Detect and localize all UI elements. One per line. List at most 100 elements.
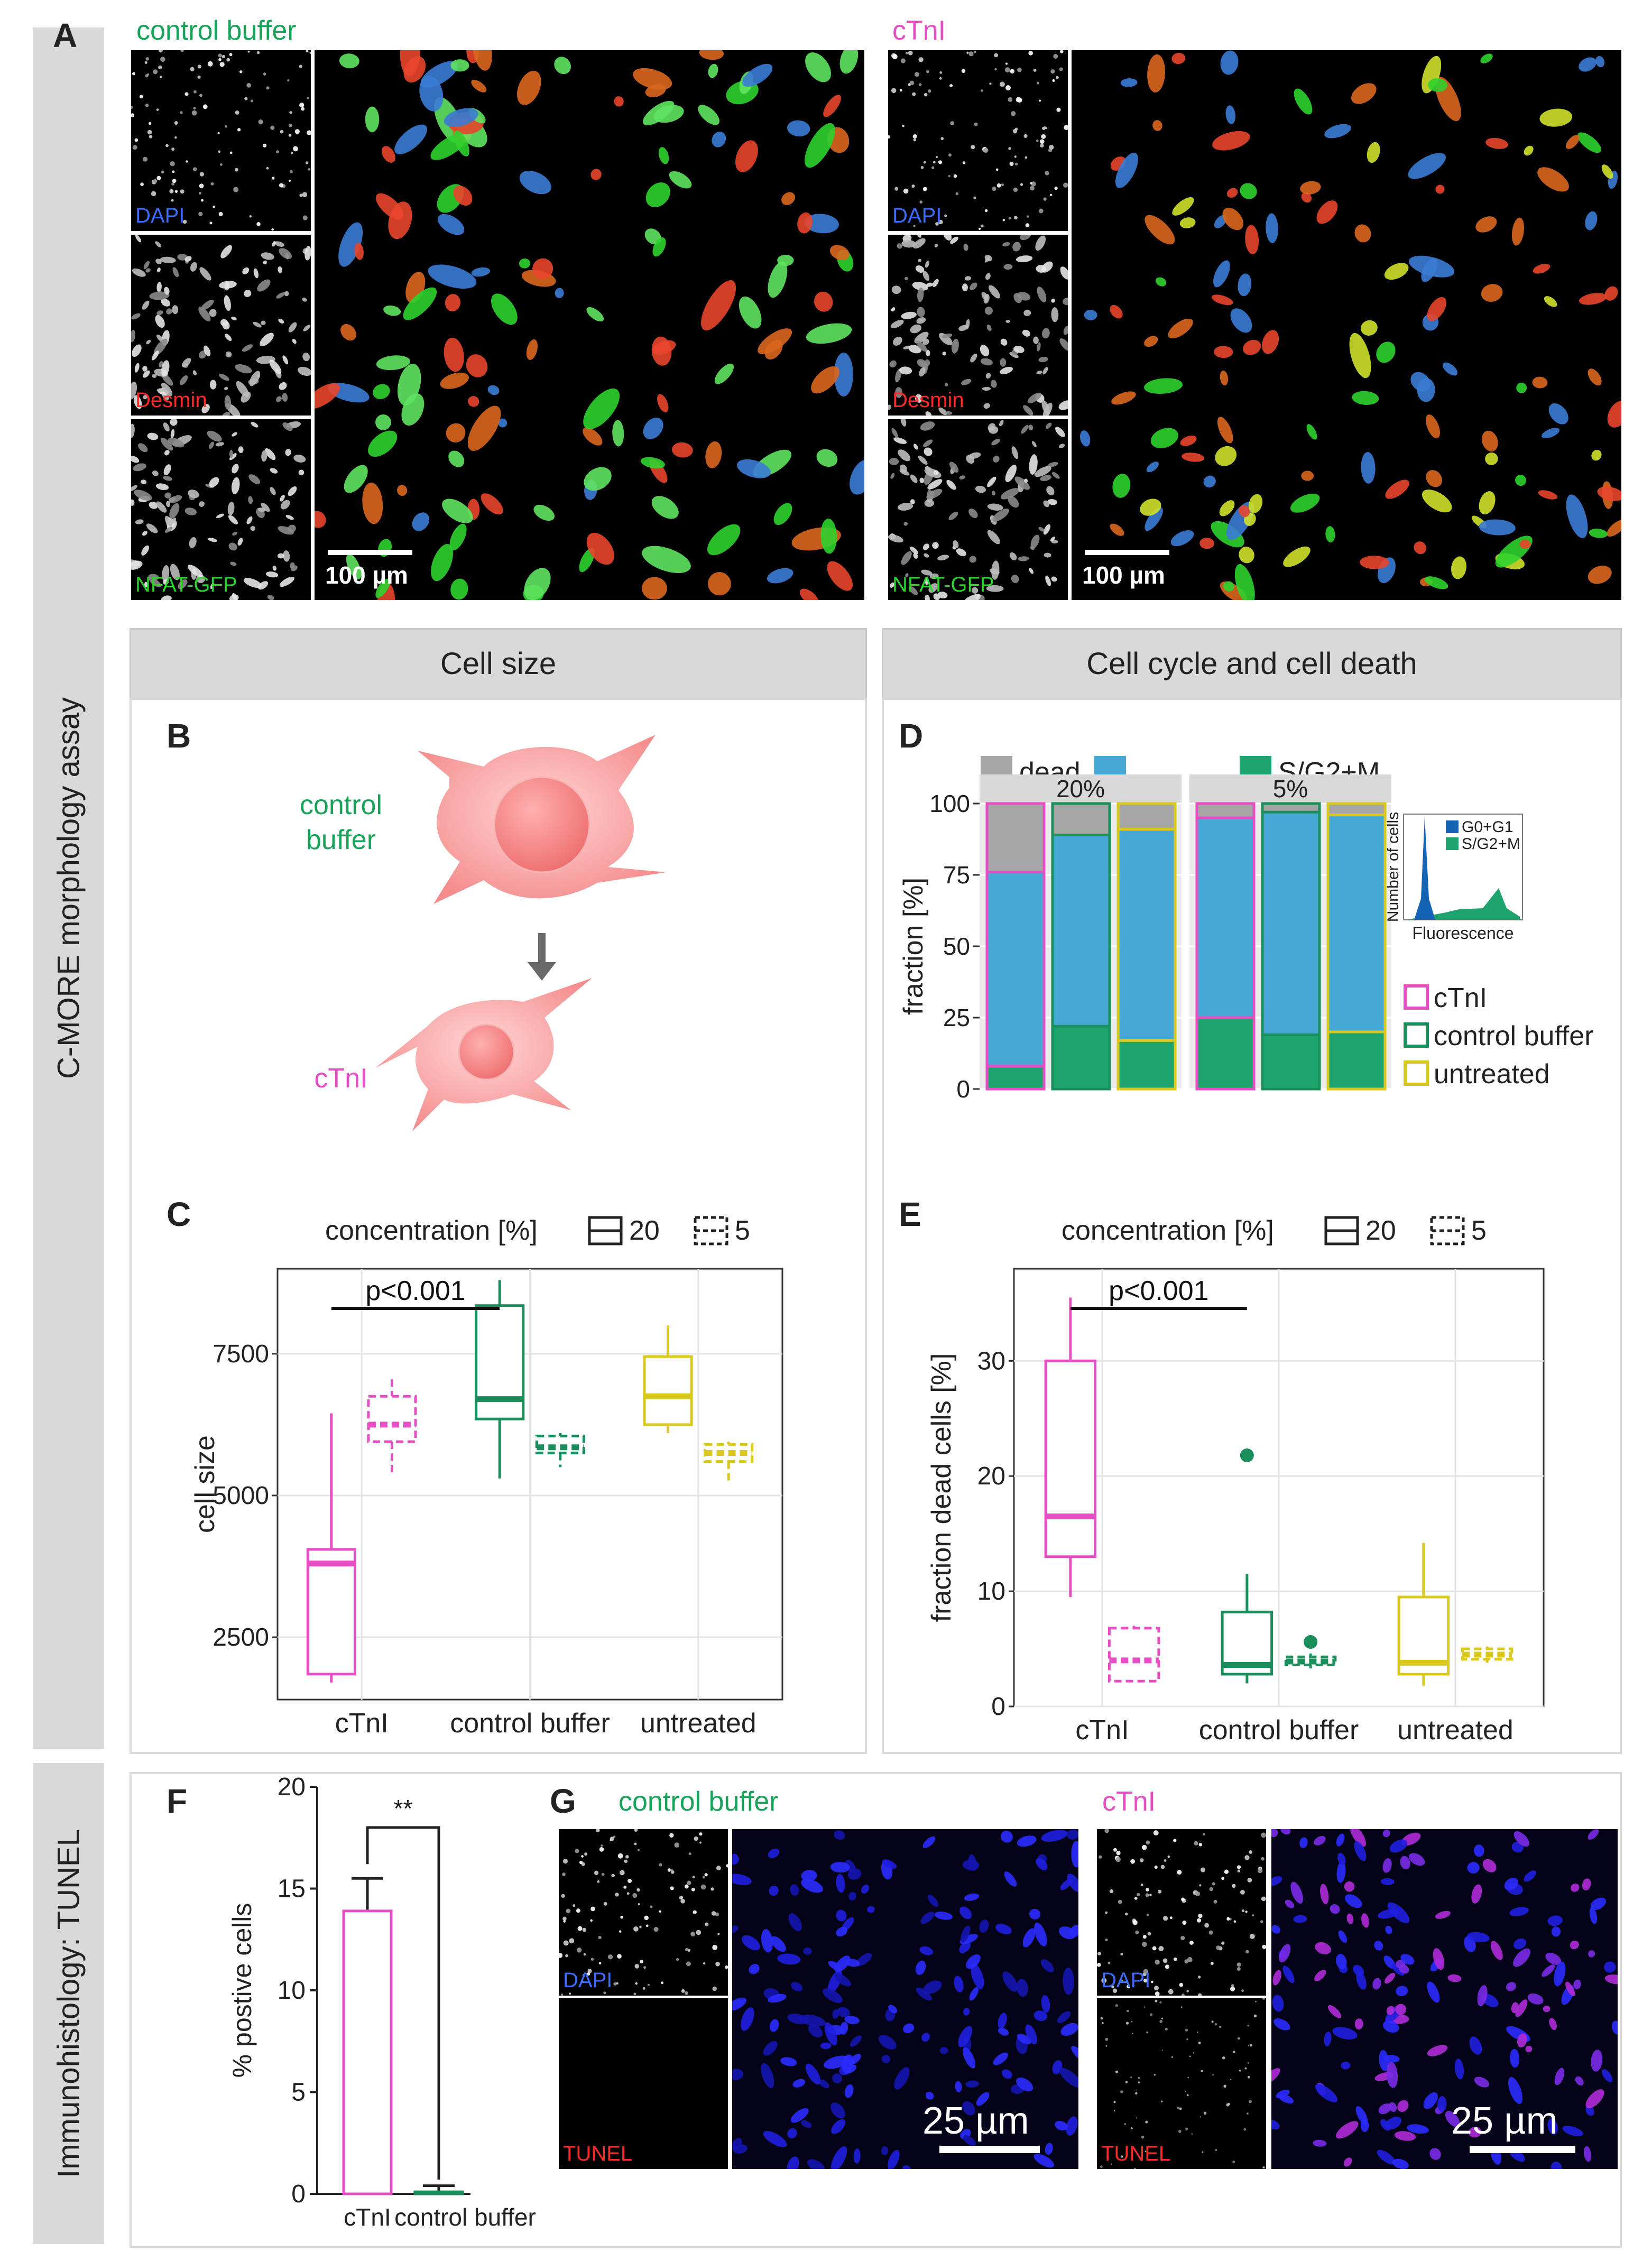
cell-blob [1040,143,1044,148]
cell-blob [131,329,135,343]
cell-blob [1105,2037,1109,2041]
cell-blob [428,264,477,289]
cell-blob [834,1955,851,1972]
cell-blob [623,1885,627,1889]
cell-blob [160,76,163,79]
cell-blob [1253,2014,1257,2018]
cell-blob [1009,352,1019,358]
cell-blob [1271,1876,1282,1886]
cell-blob [913,238,926,249]
cell-blob [829,245,850,261]
cell-blob [271,177,275,180]
cell-blob [984,255,992,262]
cell-blob [1361,451,1376,484]
cell-blob [200,199,204,202]
cell-blob [302,215,308,220]
cell-size-box [130,698,867,1754]
cell-blob [710,1887,714,1891]
cell-blob [1199,2116,1201,2118]
cell-blob [1184,1959,1189,1964]
cell-blob [836,1909,847,1922]
cell-blob [143,370,150,378]
cell-blob [315,511,326,528]
cell-blob [1180,2006,1183,2008]
cell-blob [1545,1952,1562,1965]
cell-blob [265,448,276,460]
y-tick-label: 100 [929,790,970,817]
cell-blob [431,543,454,582]
cell-blob [1189,1941,1194,1945]
cell-blob [163,422,170,432]
inset-legend-g0g1: G0+G1 [1462,818,1513,836]
tunel-box [130,1772,1622,2248]
cell-blob [891,307,896,312]
cell-blob [922,1836,936,1849]
bar-segment-g0g1 [1116,828,1177,1042]
cell-blob [471,267,491,277]
cell-blob [1132,2033,1133,2035]
cell-blob [141,545,150,556]
y-tick-label: 50 [943,933,970,960]
cell-blob [1532,376,1548,389]
cell-blob [202,104,208,109]
cell-blob [401,393,424,426]
cell-blob [267,595,274,600]
cell-blob [573,1904,576,1907]
cell-blob [913,138,917,142]
cell-blob [927,479,943,490]
cell-blob [1013,216,1018,220]
cell-blob [959,1941,971,1953]
cell-blob [627,1879,632,1883]
cell-blob [450,578,468,600]
cell-blob [667,1868,671,1872]
cell-blob [1577,132,1601,153]
significance-bracket [366,1826,440,2180]
cell-blob [968,1854,977,1871]
cell-blob [1474,2077,1490,2088]
cell-blob [1011,446,1019,459]
cell-blob [669,1833,674,1838]
cell-blob [1429,2148,1441,2160]
cell-blob [1220,50,1239,75]
cell-blob [131,106,133,109]
cell-blob [991,438,1000,446]
cell-blob [686,1961,691,1967]
cell-blob [1162,1958,1168,1963]
cell-blob [1160,2100,1163,2103]
cell-blob [1058,400,1068,410]
cell-blob [1130,2127,1133,2129]
cell-blob [491,293,518,325]
cell-blob [1378,2103,1392,2115]
cell-blob [1408,1853,1425,1866]
cell-blob [164,527,173,533]
cell-blob [1588,368,1602,386]
cell-blob [228,542,237,551]
cell-blob [932,542,939,549]
cell-blob [583,388,620,430]
cell-blob [220,245,232,259]
cell-blob [610,1837,614,1841]
cell-blob [155,259,162,264]
cell-blob [1029,1908,1041,1919]
cell-blob [1248,2045,1250,2047]
cell-blob [192,370,197,376]
cell-blob [1022,1928,1036,1948]
cell-blob [899,89,902,92]
cell-blob [165,501,171,507]
cell-blob [253,321,262,328]
cell-blob [1024,478,1028,483]
cell-blob [1161,2017,1164,2019]
arrow-down-icon [528,933,556,981]
cell-blob [1279,1944,1291,1963]
cell-blob [1232,2051,1235,2054]
cell-blob [964,276,972,281]
cell-blob [1354,1841,1367,1861]
cell-blob [601,1844,603,1847]
g-left-dapi-tile-cells [559,1829,728,1996]
cell-blob [894,2067,910,2090]
cell-blob [969,556,976,563]
cell-blob [1475,216,1497,233]
cell-blob [533,504,555,521]
cell-blob [1480,53,1493,63]
cell-blob [917,287,924,302]
